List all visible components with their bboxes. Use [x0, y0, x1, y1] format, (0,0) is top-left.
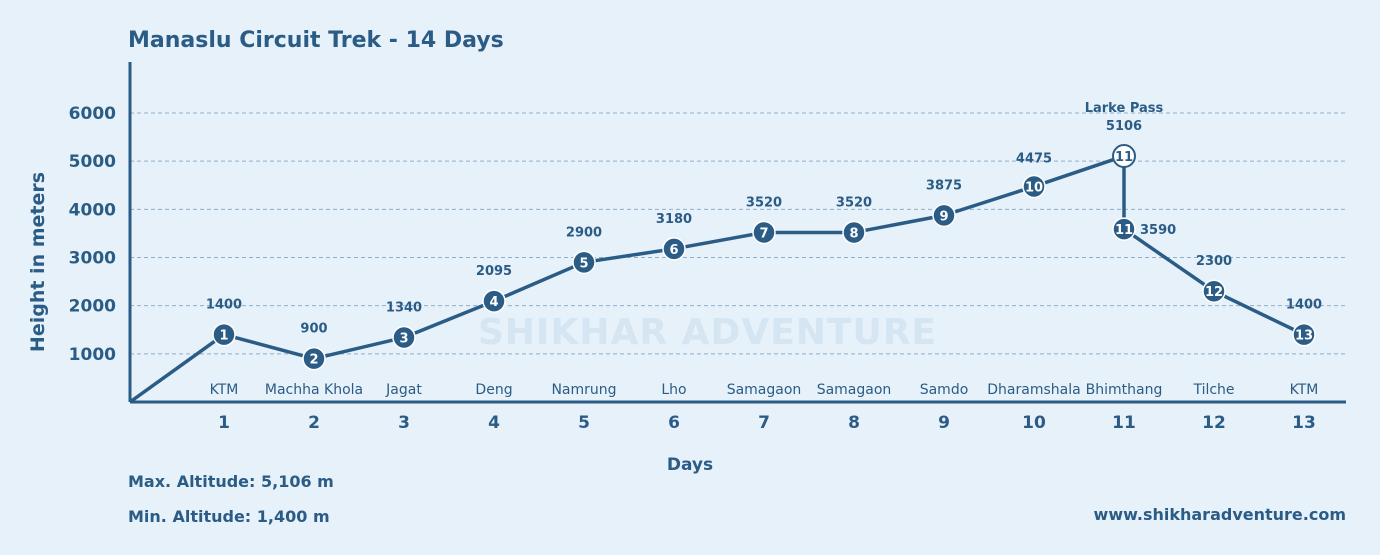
y-tick-label: 4000 — [69, 200, 116, 220]
place-label: Dharamshala — [987, 382, 1080, 398]
data-point: 11 3590 Bhimthang — [1086, 217, 1176, 398]
point-marker — [1112, 217, 1136, 241]
chart-title: Manaslu Circuit Trek - 14 Days — [128, 28, 504, 53]
place-label: Samdo — [920, 382, 969, 398]
point-marker — [302, 346, 326, 371]
x-tick-label: 4 — [488, 413, 500, 433]
data-point: 12 2300 Tilche — [1192, 254, 1234, 398]
point-marker — [752, 220, 776, 245]
data-point: 5 2900 Namrung — [551, 225, 616, 398]
x-tick-label: 3 — [398, 413, 410, 433]
y-axis-label: Height in meters — [27, 172, 49, 352]
place-label: Samagaon — [817, 382, 892, 398]
data-point: 3 1340 Jagat — [385, 300, 422, 398]
point-marker — [212, 322, 236, 347]
y-tick-label: 3000 — [69, 249, 116, 269]
point-marker-label: 9 — [939, 209, 948, 224]
point-value-label: 3520 — [746, 195, 782, 210]
x-tick-label: 6 — [668, 413, 680, 433]
point-marker — [842, 220, 866, 245]
data-point: 8 3520 Samagaon — [817, 195, 892, 398]
data-point: 13 1400 KTM — [1286, 298, 1322, 398]
x-tick-label: 11 — [1112, 413, 1136, 433]
point-note-label: Larke Pass — [1085, 101, 1164, 116]
data-point: 9 3875 Samdo — [920, 178, 969, 398]
point-marker-label: 13 — [1295, 329, 1313, 344]
place-label: Jagat — [385, 382, 422, 398]
point-marker-label: 7 — [759, 226, 768, 241]
point-marker-label: 12 — [1205, 285, 1223, 300]
point-marker — [662, 237, 686, 261]
x-tick-label: 8 — [848, 413, 860, 433]
y-tick-label: 5000 — [69, 152, 116, 172]
data-point: 10 4475 Dharamshala — [987, 151, 1080, 398]
point-marker-label: 10 — [1025, 180, 1043, 195]
y-tick-label: 6000 — [69, 104, 116, 124]
data-point: 2 900 Machha Khola — [265, 322, 363, 398]
x-tick-label: 12 — [1202, 413, 1226, 433]
place-label: Bhimthang — [1086, 382, 1163, 398]
data-point: 4 2095 Deng — [475, 264, 512, 398]
point-value-label: 3180 — [656, 212, 692, 227]
point-value-label: 3875 — [926, 178, 962, 193]
point-value-label: 2900 — [566, 225, 602, 240]
point-marker — [932, 203, 956, 228]
x-tick-label: 13 — [1292, 413, 1316, 433]
x-axis-label: Days — [667, 455, 713, 475]
point-value-label: 2095 — [476, 264, 512, 279]
point-marker-label: 11 — [1115, 223, 1133, 238]
x-tick-label: 10 — [1022, 413, 1046, 433]
point-marker — [572, 250, 596, 275]
point-marker — [392, 325, 416, 350]
point-marker-label: 4 — [489, 295, 498, 310]
point-marker-label: 2 — [309, 353, 318, 368]
point-value-label: 4475 — [1016, 151, 1052, 166]
point-value-label: 900 — [300, 322, 327, 337]
x-tick-label: 5 — [578, 413, 590, 433]
place-label: Tilche — [1192, 382, 1234, 398]
watermark: SHIKHAR ADVENTURE — [478, 312, 938, 353]
point-value-label: 3520 — [836, 195, 872, 210]
x-tick-label: 1 — [218, 413, 230, 433]
point-value-label: 1400 — [206, 298, 242, 313]
point-value-label: 5106 — [1106, 119, 1142, 134]
point-value-label: 1340 — [386, 300, 422, 315]
data-point: 6 3180 Lho — [656, 212, 692, 398]
point-marker-label: 3 — [399, 331, 408, 346]
point-marker — [1202, 279, 1226, 303]
place-label: Samagaon — [727, 382, 802, 398]
y-tick-label: 2000 — [69, 297, 116, 317]
place-label: Lho — [661, 382, 686, 398]
point-marker — [1292, 322, 1316, 347]
y-tick-label: 1000 — [69, 345, 116, 365]
data-point: 11 5106 Larke Pass — [1085, 101, 1164, 169]
point-marker — [1022, 174, 1046, 199]
point-marker-label: 1 — [219, 329, 228, 344]
x-tick-label: 2 — [308, 413, 320, 433]
place-label: Deng — [475, 382, 512, 398]
data-point: 7 3520 Samagaon — [727, 195, 802, 398]
point-marker-label: 5 — [579, 256, 588, 271]
point-marker-label: 6 — [669, 243, 678, 258]
data-point: 1 1400 KTM — [206, 298, 242, 398]
place-label: Machha Khola — [265, 382, 363, 398]
x-tick-label: 7 — [758, 413, 770, 433]
website-link[interactable]: www.shikharadventure.com — [1093, 505, 1346, 524]
point-value-label: 2300 — [1196, 254, 1232, 269]
max-altitude-note: Max. Altitude: 5,106 m — [128, 472, 334, 491]
point-marker-label: 11 — [1115, 150, 1133, 165]
point-marker-label: 8 — [849, 226, 858, 241]
point-marker — [482, 289, 506, 313]
x-tick-label: 9 — [938, 413, 950, 433]
place-label: KTM — [1290, 382, 1319, 398]
place-label: Namrung — [551, 382, 616, 398]
point-marker — [1112, 144, 1136, 169]
place-label: KTM — [210, 382, 239, 398]
min-altitude-note: Min. Altitude: 1,400 m — [128, 507, 330, 526]
point-value-label: 3590 — [1140, 223, 1176, 238]
point-value-label: 1400 — [1286, 298, 1322, 313]
